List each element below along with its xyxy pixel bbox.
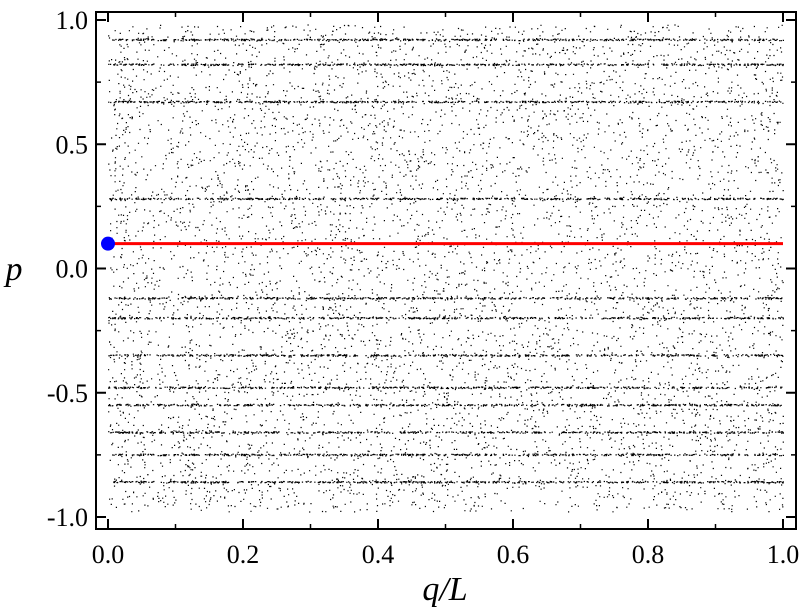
y-tick-label: 0.5 xyxy=(56,130,89,159)
x-axis-label: q/L xyxy=(422,571,467,607)
highlight-series xyxy=(101,236,783,251)
start-point-marker xyxy=(101,236,115,251)
y-axis-label: p xyxy=(4,251,23,288)
plot-background xyxy=(96,12,796,529)
x-tick-label: 0.4 xyxy=(362,540,395,569)
y-tick-label: -1.0 xyxy=(47,503,88,532)
x-tick-label: 0.8 xyxy=(632,540,665,569)
axis-ticks: 0.0 0.2 0.4 0.6 0.8 1.0 1.0 0.5 0.0 -0.5 -1.0 xyxy=(47,6,799,569)
y-tick-label: 0.0 xyxy=(56,255,89,284)
x-tick-label: 0.6 xyxy=(497,540,530,569)
x-tick-label: 0.0 xyxy=(92,540,125,569)
x-tick-label: 0.2 xyxy=(227,540,260,569)
scatter-point-cloud xyxy=(108,24,784,513)
y-tick-label: 1.0 xyxy=(56,6,89,35)
scatter-points xyxy=(108,24,784,513)
y-tick-label: -0.5 xyxy=(47,379,88,408)
x-tick-label: 1.0 xyxy=(767,540,800,569)
